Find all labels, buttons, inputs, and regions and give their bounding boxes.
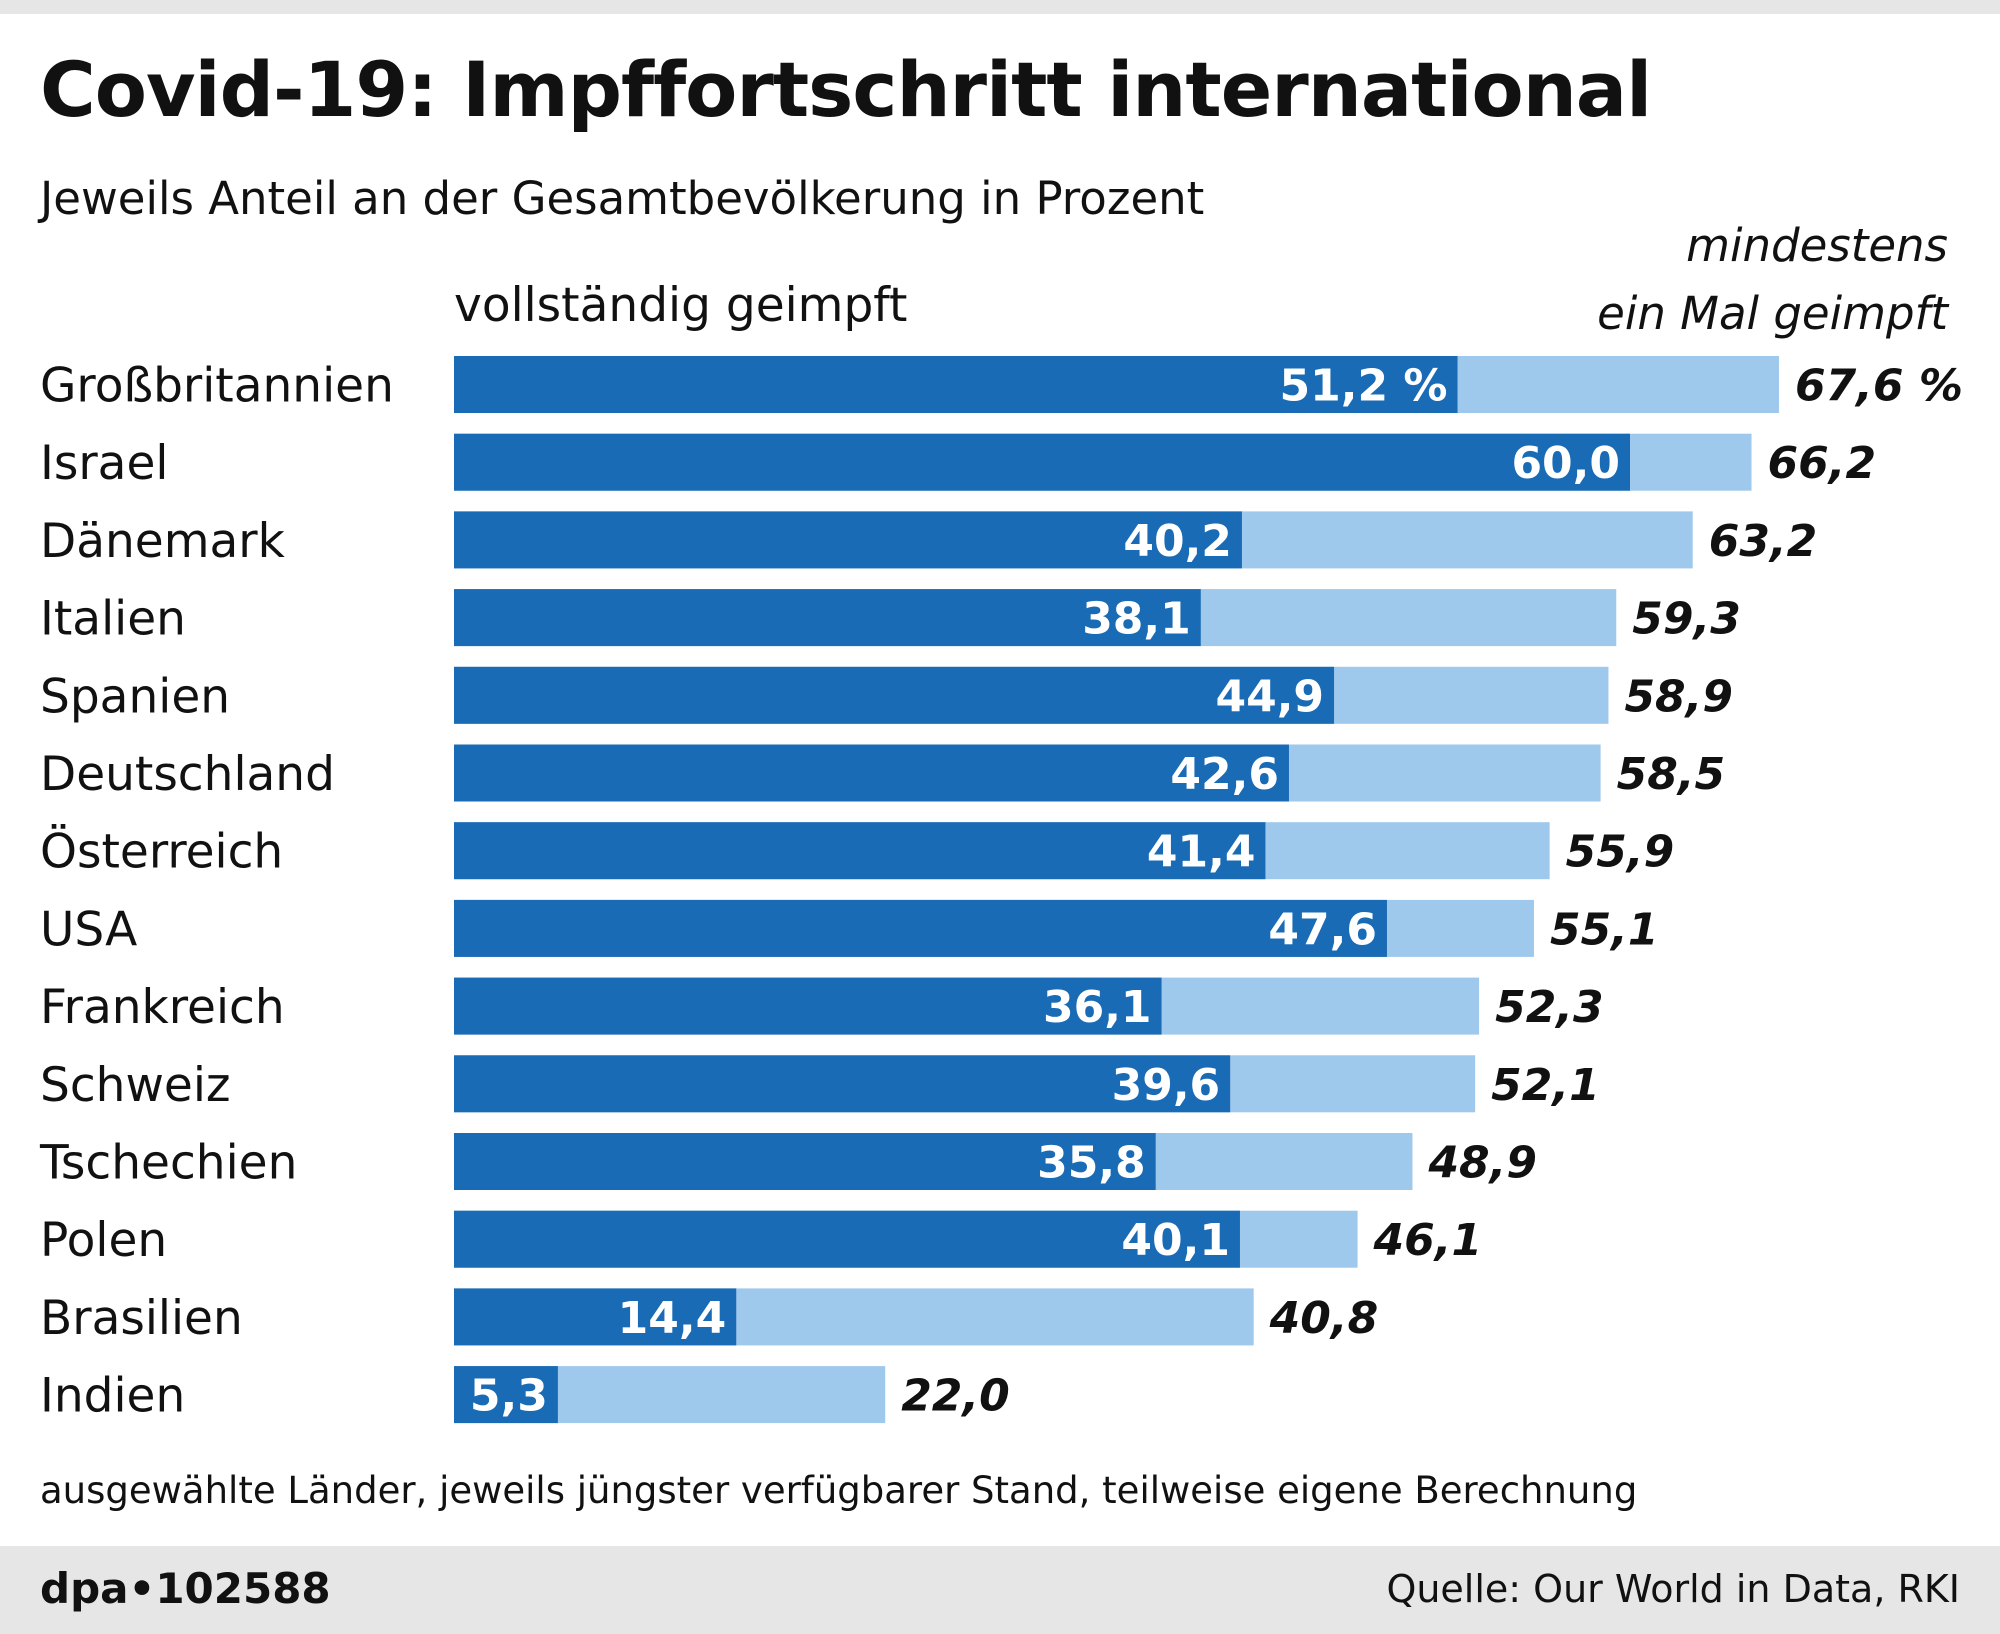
source-note: Quelle: Our World in Data, RKI bbox=[1386, 1567, 1960, 1611]
value-label-fully: 40,2 bbox=[1123, 516, 1232, 567]
footer-bar: dpa•102588 Quelle: Our World in Data, RK… bbox=[0, 1546, 2000, 1634]
country-label: Frankreich bbox=[40, 980, 285, 1035]
bar-fully-vaccinated bbox=[454, 1055, 1231, 1113]
bar-fully-vaccinated bbox=[454, 666, 1335, 724]
legend-at-least-once: mindestens ein Mal geimpft bbox=[1528, 212, 1948, 348]
bar-fully-vaccinated bbox=[454, 1210, 1240, 1268]
value-label-once: 63,2 bbox=[1709, 516, 1818, 567]
chart-subtitle: Jeweils Anteil an der Gesamtbevölkerung … bbox=[40, 172, 1205, 225]
bar-fully-vaccinated bbox=[454, 511, 1242, 569]
value-label-fully: 47,6 bbox=[1268, 904, 1377, 955]
value-label-fully: 39,6 bbox=[1112, 1060, 1221, 1111]
value-label-once: 52,3 bbox=[1495, 982, 1604, 1033]
dpa-graphic-id: dpa•102588 bbox=[40, 1564, 331, 1613]
country-label: Polen bbox=[40, 1213, 167, 1268]
value-label-fully: 14,4 bbox=[618, 1293, 727, 1344]
country-label: Brasilien bbox=[40, 1291, 243, 1346]
chart-title: Covid-19: Impffortschritt international bbox=[40, 45, 1652, 134]
bar-fully-vaccinated bbox=[454, 1288, 737, 1346]
country-label: Israel bbox=[40, 436, 168, 491]
legend-at-least-once-line2: ein Mal geimpft bbox=[1597, 287, 1948, 340]
value-label-fully: 36,1 bbox=[1043, 982, 1152, 1033]
legend-at-least-once-line1: mindestens bbox=[1686, 219, 1948, 272]
value-label-fully: 51,2 % bbox=[1280, 361, 1448, 412]
bar-fully-vaccinated bbox=[454, 1366, 558, 1424]
value-label-once: 67,6 % bbox=[1795, 361, 1963, 412]
country-label: Spanien bbox=[40, 669, 230, 724]
vaccination-bar-chart: Großbritannien 51,2 % 67,6 % Israel 60,0 66,2… bbox=[39, 356, 1963, 1424]
bar-fully-vaccinated bbox=[454, 433, 1630, 491]
bar-fully-vaccinated bbox=[454, 744, 1289, 802]
value-label-fully: 5,3 bbox=[470, 1371, 548, 1422]
country-label: Großbritannien bbox=[40, 359, 394, 414]
value-label-once: 58,5 bbox=[1617, 749, 1726, 800]
bar-fully-vaccinated bbox=[454, 977, 1162, 1035]
value-label-once: 55,9 bbox=[1566, 827, 1675, 878]
legend-fully-vaccinated: vollständig geimpft bbox=[454, 278, 908, 333]
country-label: Dänemark bbox=[40, 514, 286, 569]
footnote: ausgewählte Länder, jeweils jüngster ver… bbox=[40, 1469, 1638, 1512]
bar-fully-vaccinated bbox=[454, 1133, 1156, 1190]
country-label: USA bbox=[40, 902, 137, 957]
value-label-fully: 35,8 bbox=[1037, 1138, 1146, 1189]
value-label-once: 52,1 bbox=[1491, 1060, 1600, 1111]
value-label-once: 48,9 bbox=[1427, 1138, 1537, 1189]
country-label: Schweiz bbox=[40, 1058, 231, 1113]
value-label-once: 55,1 bbox=[1550, 904, 1659, 955]
country-label: Italien bbox=[40, 592, 186, 647]
value-label-fully: 42,6 bbox=[1170, 749, 1279, 800]
country-label: Tschechien bbox=[39, 1136, 297, 1191]
value-label-fully: 60,0 bbox=[1511, 438, 1620, 489]
top-rule bbox=[0, 0, 2000, 14]
value-label-fully: 41,4 bbox=[1147, 827, 1256, 878]
country-label: Indien bbox=[40, 1369, 185, 1424]
bar-fully-vaccinated bbox=[454, 899, 1387, 957]
bar-fully-vaccinated bbox=[454, 589, 1201, 647]
bar-fully-vaccinated bbox=[454, 822, 1266, 880]
country-label: Österreich bbox=[40, 825, 283, 880]
value-label-once: 59,3 bbox=[1632, 594, 1741, 645]
bar-fully-vaccinated bbox=[454, 356, 1458, 413]
value-label-fully: 38,1 bbox=[1082, 594, 1191, 645]
value-label-once: 46,1 bbox=[1373, 1215, 1483, 1266]
value-label-fully: 40,1 bbox=[1121, 1215, 1230, 1266]
value-label-once: 66,2 bbox=[1768, 438, 1877, 489]
value-label-once: 58,9 bbox=[1624, 671, 1733, 722]
value-label-once: 22,0 bbox=[901, 1371, 1010, 1422]
value-label-fully: 44,9 bbox=[1215, 671, 1324, 722]
country-label: Deutschland bbox=[40, 747, 335, 802]
value-label-once: 40,8 bbox=[1269, 1293, 1379, 1344]
